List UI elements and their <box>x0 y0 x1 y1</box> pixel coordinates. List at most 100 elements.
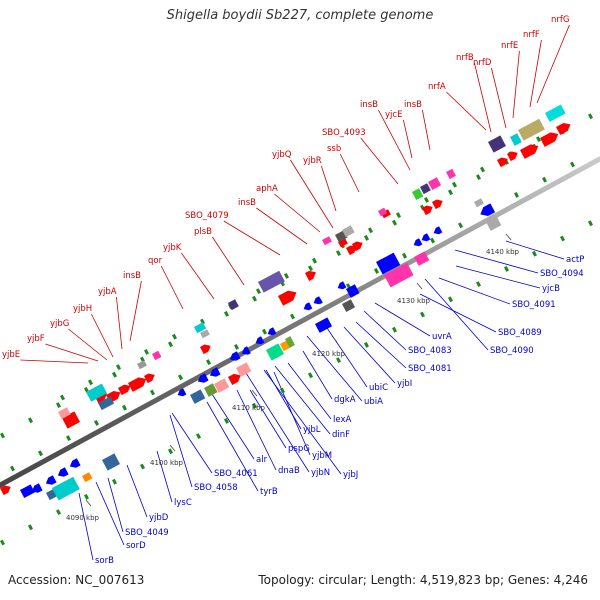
gene-box[interactable] <box>214 378 230 393</box>
gene-box[interactable] <box>381 209 391 219</box>
gene-box[interactable] <box>509 133 522 146</box>
gene-box[interactable] <box>285 336 295 348</box>
gene-label-SBO_4049[interactable]: SBO_4049 <box>125 528 169 538</box>
gene-box[interactable] <box>411 188 424 200</box>
gene-box[interactable] <box>101 453 120 471</box>
gene-label-insB[interactable]: insB <box>123 271 141 281</box>
gene-arrow-reverse[interactable] <box>420 233 431 243</box>
gene-box[interactable] <box>485 216 502 231</box>
gene-arrow-reverse[interactable] <box>68 458 81 470</box>
gene-box[interactable] <box>52 476 80 501</box>
gene-arrow-reverse[interactable] <box>56 467 69 479</box>
gene-arrow-reverse[interactable] <box>240 346 251 357</box>
gene-label-yjbK[interactable]: yjbK <box>163 243 182 253</box>
gene-arrow-forward[interactable] <box>118 382 132 396</box>
gene-label-dinF[interactable]: dinF <box>332 430 350 440</box>
gene-box[interactable] <box>428 177 442 190</box>
gene-box[interactable] <box>82 472 93 483</box>
gene-arrow-forward[interactable] <box>520 142 541 159</box>
gene-box[interactable] <box>376 252 401 275</box>
gene-label-ubiC[interactable]: ubiC <box>369 383 388 393</box>
gene-label-yjbQ[interactable]: yjbQ <box>272 150 292 160</box>
gene-label-actP[interactable]: actP <box>566 255 584 265</box>
gene-box[interactable] <box>98 396 115 411</box>
gene-arrow-forward[interactable] <box>432 197 445 210</box>
gene-label-nrfA[interactable]: nrfA <box>428 82 446 92</box>
gene-box[interactable] <box>315 317 333 333</box>
gene-box[interactable] <box>545 104 566 122</box>
gene-arrow-forward[interactable] <box>0 483 13 496</box>
gene-arrow-forward[interactable] <box>305 268 318 281</box>
gene-label-yjbF[interactable]: yjbF <box>27 334 45 344</box>
gene-arrow-reverse[interactable] <box>196 373 209 385</box>
gene-label-SBO_4091[interactable]: SBO_4091 <box>512 300 556 310</box>
gene-box[interactable] <box>420 183 431 195</box>
gene-arrow-forward[interactable] <box>200 342 213 355</box>
gene-label-SBO_4090[interactable]: SBO_4090 <box>490 346 534 356</box>
gene-label-aphA[interactable]: aphA <box>256 184 278 194</box>
gene-label-SBO_4058[interactable]: SBO_4058 <box>194 483 238 493</box>
gene-arrow-reverse[interactable] <box>228 351 241 363</box>
gene-box[interactable] <box>258 270 285 293</box>
gene-box[interactable] <box>85 383 108 402</box>
gene-box[interactable] <box>414 251 430 266</box>
gene-label-tyrB[interactable]: tyrB <box>260 487 278 497</box>
gene-label-SBO_4094[interactable]: SBO_4094 <box>540 269 584 279</box>
gene-box[interactable] <box>204 383 218 397</box>
gene-label-SBO_4083[interactable]: SBO_4083 <box>408 346 452 356</box>
gene-arrow-forward[interactable] <box>346 243 359 256</box>
gene-label-lysC[interactable]: lysC <box>174 498 192 508</box>
gene-label-sorB[interactable]: sorB <box>95 556 114 566</box>
gene-label-qor[interactable]: qor <box>148 256 163 266</box>
gene-label-yjbD[interactable]: yjbD <box>149 513 169 523</box>
gene-label-yjbM[interactable]: yjbM <box>312 451 332 461</box>
gene-label-yjbL[interactable]: yjbL <box>303 425 321 435</box>
gene-box[interactable] <box>346 284 360 298</box>
gene-box[interactable] <box>194 322 207 334</box>
gene-label-yjbA[interactable]: yjbA <box>98 287 117 297</box>
gene-arrow-forward[interactable] <box>128 375 149 392</box>
gene-arrow-reverse[interactable] <box>412 238 423 248</box>
gene-label-uvrA[interactable]: uvrA <box>432 332 452 342</box>
gene-arrow-reverse[interactable] <box>176 388 187 398</box>
gene-arrow-forward[interactable] <box>556 120 573 135</box>
gene-arrow-reverse[interactable] <box>336 281 347 291</box>
gene-box[interactable] <box>199 329 210 339</box>
gene-label-yjbG[interactable]: yjbG <box>50 319 69 329</box>
gene-label-sorD[interactable]: sorD <box>126 541 146 551</box>
gene-label-SBO_4061[interactable]: SBO_4061 <box>214 469 258 479</box>
gene-box[interactable] <box>266 343 284 361</box>
gene-label-nrfE[interactable]: nrfE <box>501 41 518 51</box>
gene-arrow-reverse[interactable] <box>254 336 265 346</box>
gene-arrow-reverse[interactable] <box>266 327 277 337</box>
gene-arrow-forward[interactable] <box>278 288 299 306</box>
gene-box[interactable] <box>19 484 35 498</box>
gene-label-nrfF[interactable]: nrfF <box>523 30 540 40</box>
gene-label-pspG[interactable]: pspG <box>288 444 310 454</box>
gene-label-insB[interactable]: insB <box>404 100 422 110</box>
gene-label-yjcE[interactable]: yjcE <box>385 110 402 120</box>
gene-box[interactable] <box>446 168 456 180</box>
gene-label-plsB[interactable]: plsB <box>194 227 212 237</box>
gene-box[interactable] <box>58 407 71 420</box>
gene-label-yjbI[interactable]: yjbI <box>397 379 412 389</box>
gene-label-yjbE[interactable]: yjbE <box>2 350 20 360</box>
gene-label-dgkA[interactable]: dgkA <box>334 395 356 405</box>
gene-box[interactable] <box>384 262 414 288</box>
gene-arrow-forward[interactable] <box>352 239 365 252</box>
gene-box[interactable] <box>474 198 484 208</box>
gene-box[interactable] <box>342 299 356 312</box>
gene-label-yjbH[interactable]: yjbH <box>73 304 92 314</box>
gene-box[interactable] <box>322 236 332 246</box>
gene-arrow-forward[interactable] <box>540 130 561 147</box>
gene-label-yjbR[interactable]: yjbR <box>303 156 322 166</box>
gene-label-SBO_4089[interactable]: SBO_4089 <box>498 328 542 338</box>
gene-label-SBO_4081[interactable]: SBO_4081 <box>408 364 452 374</box>
gene-label-lexA[interactable]: lexA <box>333 415 351 425</box>
gene-label-nrfB[interactable]: nrfB <box>456 53 474 63</box>
gene-arrow-reverse[interactable] <box>30 483 43 495</box>
gene-box[interactable] <box>338 238 348 248</box>
gene-arrow-forward[interactable] <box>422 203 435 216</box>
gene-arrow-forward[interactable] <box>144 371 157 384</box>
gene-box[interactable] <box>227 299 239 311</box>
